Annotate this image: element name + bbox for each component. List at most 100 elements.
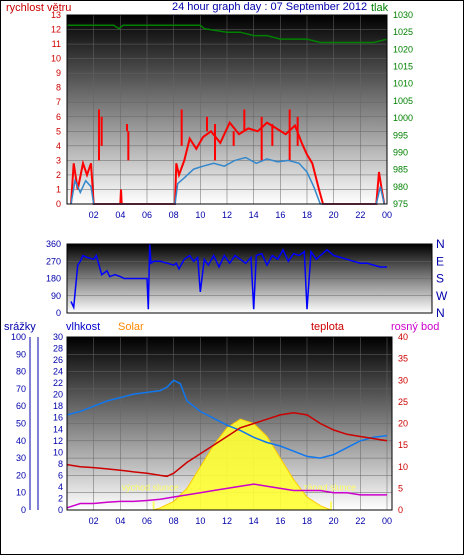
plot-border <box>66 336 393 511</box>
rain-tick-label: 20 <box>53 390 63 400</box>
humidity-tick-label: 0 <box>21 505 26 515</box>
sunset-label: západ slunce <box>303 483 356 493</box>
rain-tick-label: 10 <box>53 447 63 457</box>
x-tick-label: 18 <box>302 210 312 220</box>
y-tick-label: 10 <box>51 54 61 64</box>
direction-tick-label: 180 <box>46 274 61 284</box>
humidity-label: vlhkost <box>66 321 100 333</box>
x-tick-label: 16 <box>275 516 285 526</box>
wind-direction-line <box>70 243 387 311</box>
direction-tick-label: 0 <box>56 308 61 318</box>
dewpoint-line <box>66 483 387 509</box>
humidity-tick-label: 100 <box>11 332 26 342</box>
y-tick-label: 4 <box>56 141 61 151</box>
rain-tick-label: 24 <box>53 367 63 377</box>
compass-label: W <box>436 289 448 303</box>
y2-tick-label: 985 <box>393 165 408 175</box>
temperature-tick-label: 5 <box>398 483 403 493</box>
compass-label: N <box>436 306 445 320</box>
solar-label: Solar <box>118 321 144 333</box>
x-tick-label: 20 <box>329 516 339 526</box>
direction-tick-label: 360 <box>46 239 61 249</box>
humidity-tick-label: 30 <box>16 453 26 463</box>
x-tick-label: 12 <box>222 210 232 220</box>
wind-speed-label: rychlost větru <box>6 2 71 14</box>
x-tick-label: 18 <box>302 516 312 526</box>
rain-tick-label: 0 <box>58 505 63 515</box>
y-tick-label: 8 <box>56 83 61 93</box>
y2-tick-label: 1020 <box>393 44 413 54</box>
y-tick-label: 0 <box>56 199 61 209</box>
y2-tick-label: 975 <box>393 199 408 209</box>
y2-tick-label: 1015 <box>393 62 413 72</box>
y-tick-label: 3 <box>56 155 61 165</box>
temperature-label: teplota <box>311 321 345 333</box>
x-tick-label: 10 <box>195 516 205 526</box>
rain-tick-label: 6 <box>58 470 63 480</box>
temperature-tick-label: 20 <box>398 419 408 429</box>
direction-tick-label: 90 <box>51 291 61 301</box>
rain-tick-label: 16 <box>53 413 63 423</box>
temperature-tick-label: 0 <box>398 505 403 515</box>
humidity-tick-label: 40 <box>16 436 26 446</box>
y-tick-label: 11 <box>52 39 61 49</box>
y-tick-label: 9 <box>56 68 61 78</box>
rain-label: srážky <box>4 321 36 333</box>
temperature-tick-label: 10 <box>398 462 408 472</box>
humidity-tick-label: 60 <box>16 401 26 411</box>
x-tick-label: 22 <box>355 516 365 526</box>
humidity-tick-label: 10 <box>16 488 26 498</box>
y-tick-label: 12 <box>51 25 61 35</box>
compass-label: N <box>436 237 445 251</box>
plot-border <box>66 14 388 205</box>
temperature-tick-label: 35 <box>398 354 408 364</box>
y2-tick-label: 990 <box>393 147 408 157</box>
rain-tick-label: 22 <box>53 378 63 388</box>
rain-tick-label: 28 <box>53 344 63 354</box>
pressure-line <box>67 24 388 44</box>
humidity-tick-label: 80 <box>16 367 26 377</box>
x-tick-label: 22 <box>355 210 365 220</box>
x-tick-label: 10 <box>195 210 205 220</box>
x-tick-label: 04 <box>115 210 125 220</box>
x-tick-label: 04 <box>115 516 125 526</box>
rain-tick-label: 30 <box>53 332 63 342</box>
temperature-tick-label: 40 <box>398 332 408 342</box>
rain-tick-label: 8 <box>58 459 63 469</box>
x-tick-label: 14 <box>249 516 259 526</box>
humidity-tick-label: 20 <box>16 470 26 480</box>
y-tick-label: 6 <box>56 112 61 122</box>
humidity-tick-label: 50 <box>16 419 26 429</box>
y-tick-label: 13 <box>51 10 61 20</box>
compass-label: S <box>436 272 444 286</box>
temperature-tick-label: 30 <box>398 375 408 385</box>
plot-border <box>66 243 433 314</box>
x-tick-label: 02 <box>89 210 99 220</box>
y2-tick-label: 1005 <box>393 96 413 106</box>
humidity-tick-label: 70 <box>16 384 26 394</box>
rain-tick-label: 14 <box>53 424 63 434</box>
rain-tick-label: 18 <box>53 401 63 411</box>
rain-tick-label: 12 <box>53 436 63 446</box>
x-tick-label: 20 <box>329 210 339 220</box>
y2-tick-label: 980 <box>393 182 408 192</box>
x-tick-label: 14 <box>249 210 259 220</box>
wind-average-line <box>70 156 386 205</box>
y-tick-label: 5 <box>56 126 61 136</box>
x-tick-label: 16 <box>275 210 285 220</box>
y-tick-label: 1 <box>56 184 61 194</box>
pressure-label: tlak <box>371 2 389 14</box>
humidity-line <box>66 379 388 459</box>
x-tick-label: 06 <box>142 210 152 220</box>
y2-tick-label: 1030 <box>393 10 413 20</box>
solar-area <box>153 418 332 511</box>
y2-tick-label: 1010 <box>393 79 413 89</box>
direction-tick-label: 270 <box>46 256 61 266</box>
x-tick-label: 08 <box>169 516 179 526</box>
humidity-tick-label: 90 <box>16 349 26 359</box>
chart-title: 24 hour graph day : 07 September 2012 <box>172 1 367 13</box>
x-tick-label: 08 <box>169 210 179 220</box>
x-tick-label: 06 <box>142 516 152 526</box>
temperature-line <box>66 411 388 478</box>
